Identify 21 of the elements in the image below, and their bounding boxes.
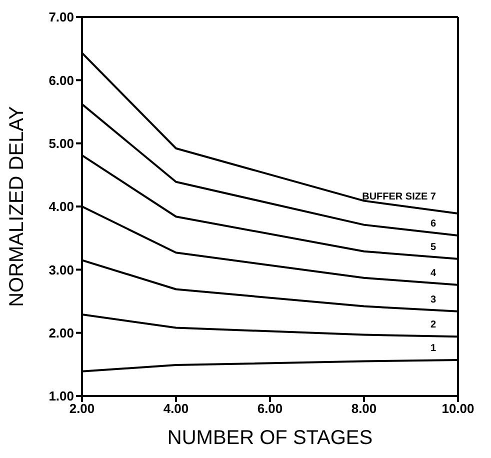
y-tick-label: 4.00 (48, 199, 74, 214)
y-tick-label: 6.00 (48, 72, 74, 88)
x-tick-label: 4.00 (163, 401, 189, 416)
x-tick-label: 2.00 (69, 401, 95, 416)
x-tick-label: 10.00 (442, 401, 474, 416)
series-label: 3 (430, 294, 436, 306)
x-axis-title: NUMBER OF STAGES (167, 427, 373, 449)
series-label: 2 (430, 320, 436, 331)
y-tick-label: 5.00 (48, 136, 74, 151)
x-tick-label: 6.00 (257, 401, 283, 416)
y-axis-title: NORMALIZED DELAY (6, 106, 28, 307)
y-tick-label: 7.00 (48, 10, 74, 25)
y-tick-label: 1.00 (48, 388, 74, 404)
series-label: 4 (430, 268, 436, 279)
series-label: BUFFER SIZE 7 (362, 191, 436, 202)
y-tick-label: 2.00 (48, 325, 74, 340)
series-label: 1 (430, 342, 436, 354)
series-label: 6 (430, 218, 436, 230)
y-tick-label: 3.00 (48, 262, 74, 278)
series-label: 5 (430, 242, 436, 253)
x-tick-label: 8.00 (351, 401, 377, 416)
